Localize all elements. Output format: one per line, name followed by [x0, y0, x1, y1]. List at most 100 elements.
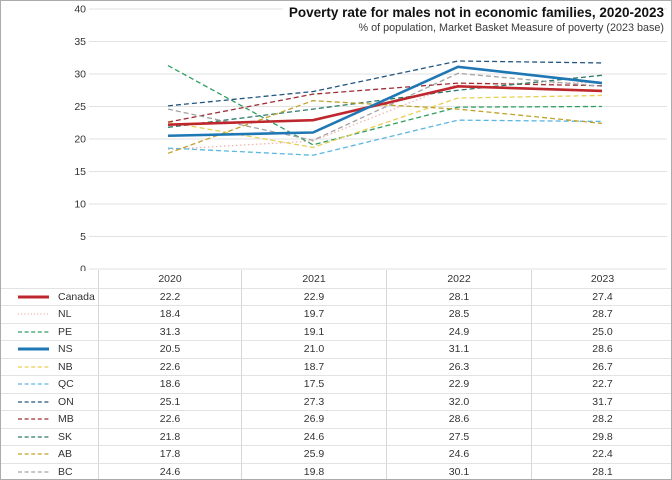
year-header-cell: 2023	[531, 270, 671, 288]
legend-line-swatch-icon	[18, 331, 49, 333]
legend-line-swatch-icon	[18, 418, 49, 420]
value-cell: 20.5	[98, 340, 241, 358]
value-cell: 29.8	[531, 427, 671, 445]
region-cell: NS	[1, 340, 98, 358]
value-cell: 19.1	[241, 322, 386, 340]
data-table: 2020 2021 2022 2023 Canada 22.2 22.9 28.1 27.4 NL…	[1, 270, 671, 480]
value-cell: 24.6	[98, 462, 241, 479]
chart-subtitle: % of population, Market Basket Measure o…	[358, 22, 664, 35]
value-cell: 22.9	[386, 375, 531, 393]
value-cell: 28.6	[386, 410, 531, 428]
region-label: NB	[58, 360, 73, 373]
value-cell: 28.5	[386, 305, 531, 323]
region-cell: Canada	[1, 287, 98, 306]
chart-header: Poverty rate for males not in economic f…	[282, 5, 664, 36]
value-cell: 21.0	[241, 340, 386, 358]
value-cell: 22.4	[531, 445, 671, 463]
value-cell: 31.3	[98, 322, 241, 340]
value-cell: 19.7	[241, 305, 386, 323]
region-cell: QC	[1, 375, 98, 393]
region-label: MB	[58, 413, 74, 426]
region-label: ON	[58, 395, 74, 408]
value-cell: 26.3	[386, 357, 531, 375]
y-axis-tick-label: 40	[74, 4, 86, 16]
value-cell: 25.0	[531, 322, 671, 340]
series-line-mb	[167, 82, 603, 123]
region-cell: ON	[1, 392, 98, 411]
value-cell: 27.4	[531, 287, 671, 305]
value-cell: 21.8	[98, 427, 241, 445]
region-label: NS	[58, 343, 73, 356]
value-cell: 22.9	[241, 287, 386, 305]
y-axis-tick-label: 5	[80, 231, 86, 243]
region-cell: PE	[1, 322, 98, 341]
value-cell: 22.2	[98, 287, 241, 305]
y-axis-tick-label: 25	[74, 101, 86, 113]
year-header-cell: 2021	[241, 270, 386, 288]
series-line-ns	[167, 65, 603, 138]
y-axis-tick-label: 15	[74, 166, 86, 178]
value-cell: 22.6	[98, 357, 241, 375]
region-label: AB	[58, 448, 73, 461]
legend-line-swatch-icon	[18, 383, 49, 385]
value-cell: 27.3	[241, 392, 386, 410]
region-label: SK	[58, 430, 73, 443]
legend-line-swatch-icon	[18, 401, 49, 403]
y-axis-tick-label: 10	[74, 199, 86, 211]
value-cell: 31.1	[386, 340, 531, 358]
year-header-cell: 2022	[386, 270, 531, 288]
series-line-pe	[167, 64, 603, 146]
value-cell: 25.9	[241, 445, 386, 463]
series-line-qc	[167, 119, 603, 156]
value-cell: 18.6	[98, 375, 241, 393]
legend-line-swatch-icon	[18, 295, 49, 299]
value-cell: 28.2	[531, 410, 671, 428]
value-cell: 19.8	[241, 462, 386, 479]
region-label: PE	[58, 325, 73, 338]
value-cell: 28.7	[531, 305, 671, 323]
region-label: NL	[58, 308, 72, 321]
region-cell: MB	[1, 410, 98, 428]
legend-line-swatch-icon	[18, 453, 49, 455]
value-cell: 22.7	[531, 375, 671, 393]
chart-title: Poverty rate for males not in economic f…	[288, 5, 664, 20]
value-cell: 22.6	[98, 410, 241, 428]
legend-line-swatch-icon	[18, 436, 49, 438]
value-cell: 17.5	[241, 375, 386, 393]
legend-line-swatch-icon	[18, 366, 49, 368]
value-cell: 24.6	[241, 427, 386, 445]
region-label: QC	[58, 378, 74, 391]
y-axis-tick-label: 0	[80, 264, 86, 272]
region-cell: SK	[1, 427, 98, 446]
y-axis-tick-label: 35	[74, 36, 86, 48]
value-cell: 27.5	[386, 427, 531, 445]
value-cell: 24.9	[386, 322, 531, 340]
series-line-bc	[167, 72, 603, 141]
value-cell: 28.1	[386, 287, 531, 305]
region-label: BC	[58, 465, 73, 478]
y-axis-tick-label: 20	[74, 134, 86, 146]
region-cell: BC	[1, 462, 98, 480]
value-cell: 28.6	[531, 340, 671, 358]
value-cell: 32.0	[386, 392, 531, 410]
value-cell: 17.8	[98, 445, 241, 463]
legend-line-swatch-icon	[18, 347, 49, 351]
value-cell: 30.1	[386, 462, 531, 479]
value-cell: 25.1	[98, 392, 241, 410]
region-cell: AB	[1, 445, 98, 463]
value-cell: 28.1	[531, 462, 671, 479]
legend-line-swatch-icon	[18, 313, 49, 315]
region-label: Canada	[58, 290, 95, 303]
value-cell: 24.6	[386, 445, 531, 463]
y-axis-tick-label: 30	[74, 69, 86, 81]
value-cell: 26.9	[241, 410, 386, 428]
series-line-canada	[167, 85, 603, 126]
value-cell: 26.7	[531, 357, 671, 375]
line-chart: 0 5 10 15 20 25 30 35 40	[74, 4, 667, 272]
series-line-on	[167, 60, 603, 107]
legend-line-swatch-icon	[18, 471, 49, 473]
year-header-cell: 2020	[98, 270, 241, 288]
series-line-ab	[167, 99, 603, 154]
value-cell: 31.7	[531, 392, 671, 410]
